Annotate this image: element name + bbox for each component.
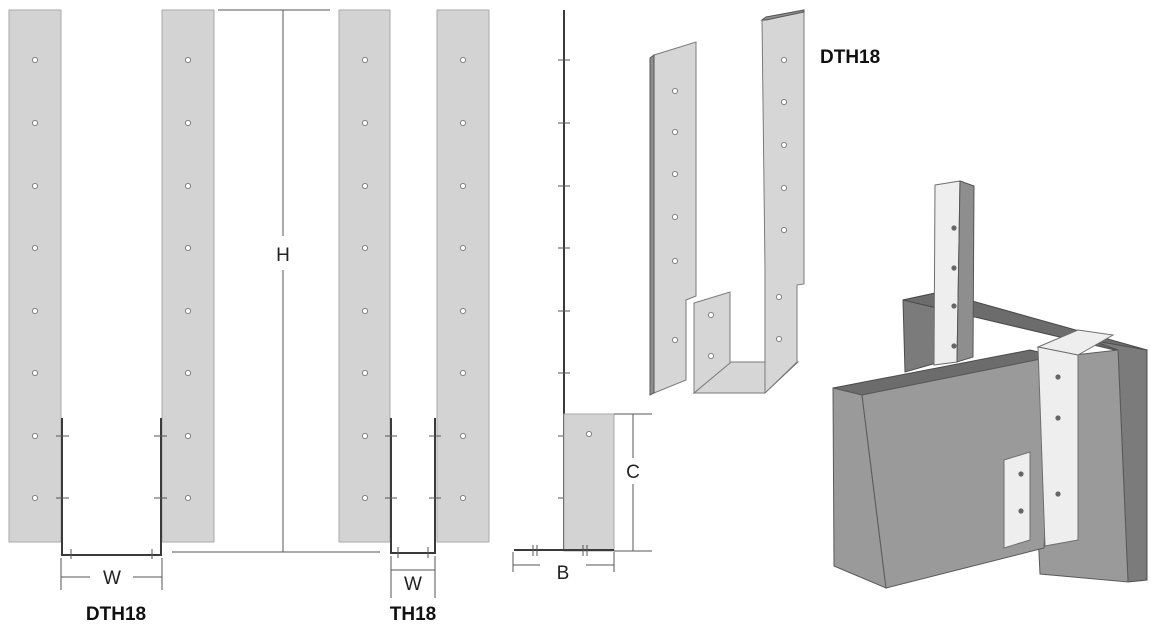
th18-right-holes: [459, 56, 467, 502]
clearance-label: C: [626, 462, 640, 483]
th18-left-holes: [361, 56, 369, 502]
height-dimension: [172, 9, 380, 553]
side-view-seat-ticks: [532, 545, 588, 556]
dth18-isometric-hanger: DTH18: [649, 9, 880, 396]
installed-back-flange: [933, 180, 961, 366]
installed-front-flange: [1037, 346, 1079, 547]
installed-view: [832, 180, 1149, 589]
iso-left-holes: [671, 87, 715, 360]
iso-right-flange-top-edge: [760, 9, 805, 21]
dth18-front-view: W DTH18: [8, 9, 215, 625]
th18-width-dimension: [390, 556, 436, 598]
dth18-width-label: W: [103, 568, 121, 589]
th18-width-label: W: [404, 574, 422, 595]
th18-front-view: W TH18: [338, 9, 490, 625]
iso-right-holes: [775, 56, 788, 343]
dth18-width-dimension: [60, 558, 163, 590]
dth18-left-holes: [31, 56, 39, 502]
dth18-stirrup-profile: [61, 418, 162, 556]
main-beam-end: [1089, 339, 1148, 583]
side-view-hole: [585, 430, 593, 438]
th18-stirrup-profile: [390, 418, 436, 554]
clearance-dimension: [614, 413, 652, 552]
dth18-caption: DTH18: [86, 604, 146, 625]
depth-dimension: [512, 552, 615, 572]
th18-side-ticks: [385, 435, 441, 558]
dth18-side-ticks: [56, 435, 167, 559]
iso-left-flange-edge: [649, 54, 655, 396]
iso-left-stirrup-side: [693, 291, 731, 395]
iso-caption: DTH18: [820, 47, 880, 68]
th18-caption: TH18: [390, 604, 436, 625]
installed-holes: [951, 225, 1061, 514]
iso-right-flange: [761, 9, 805, 395]
th18-right-flange: [436, 9, 490, 543]
height-label: H: [276, 245, 290, 266]
dth18-left-flange: [8, 9, 62, 543]
th18-left-flange: [338, 9, 391, 543]
side-view: B C: [512, 10, 652, 584]
installed-back-flange-edge: [956, 180, 975, 363]
dth18-right-holes: [184, 56, 192, 502]
installed-side-tab: [1003, 451, 1031, 549]
depth-label: B: [557, 563, 570, 584]
dth18-right-flange: [161, 9, 215, 543]
